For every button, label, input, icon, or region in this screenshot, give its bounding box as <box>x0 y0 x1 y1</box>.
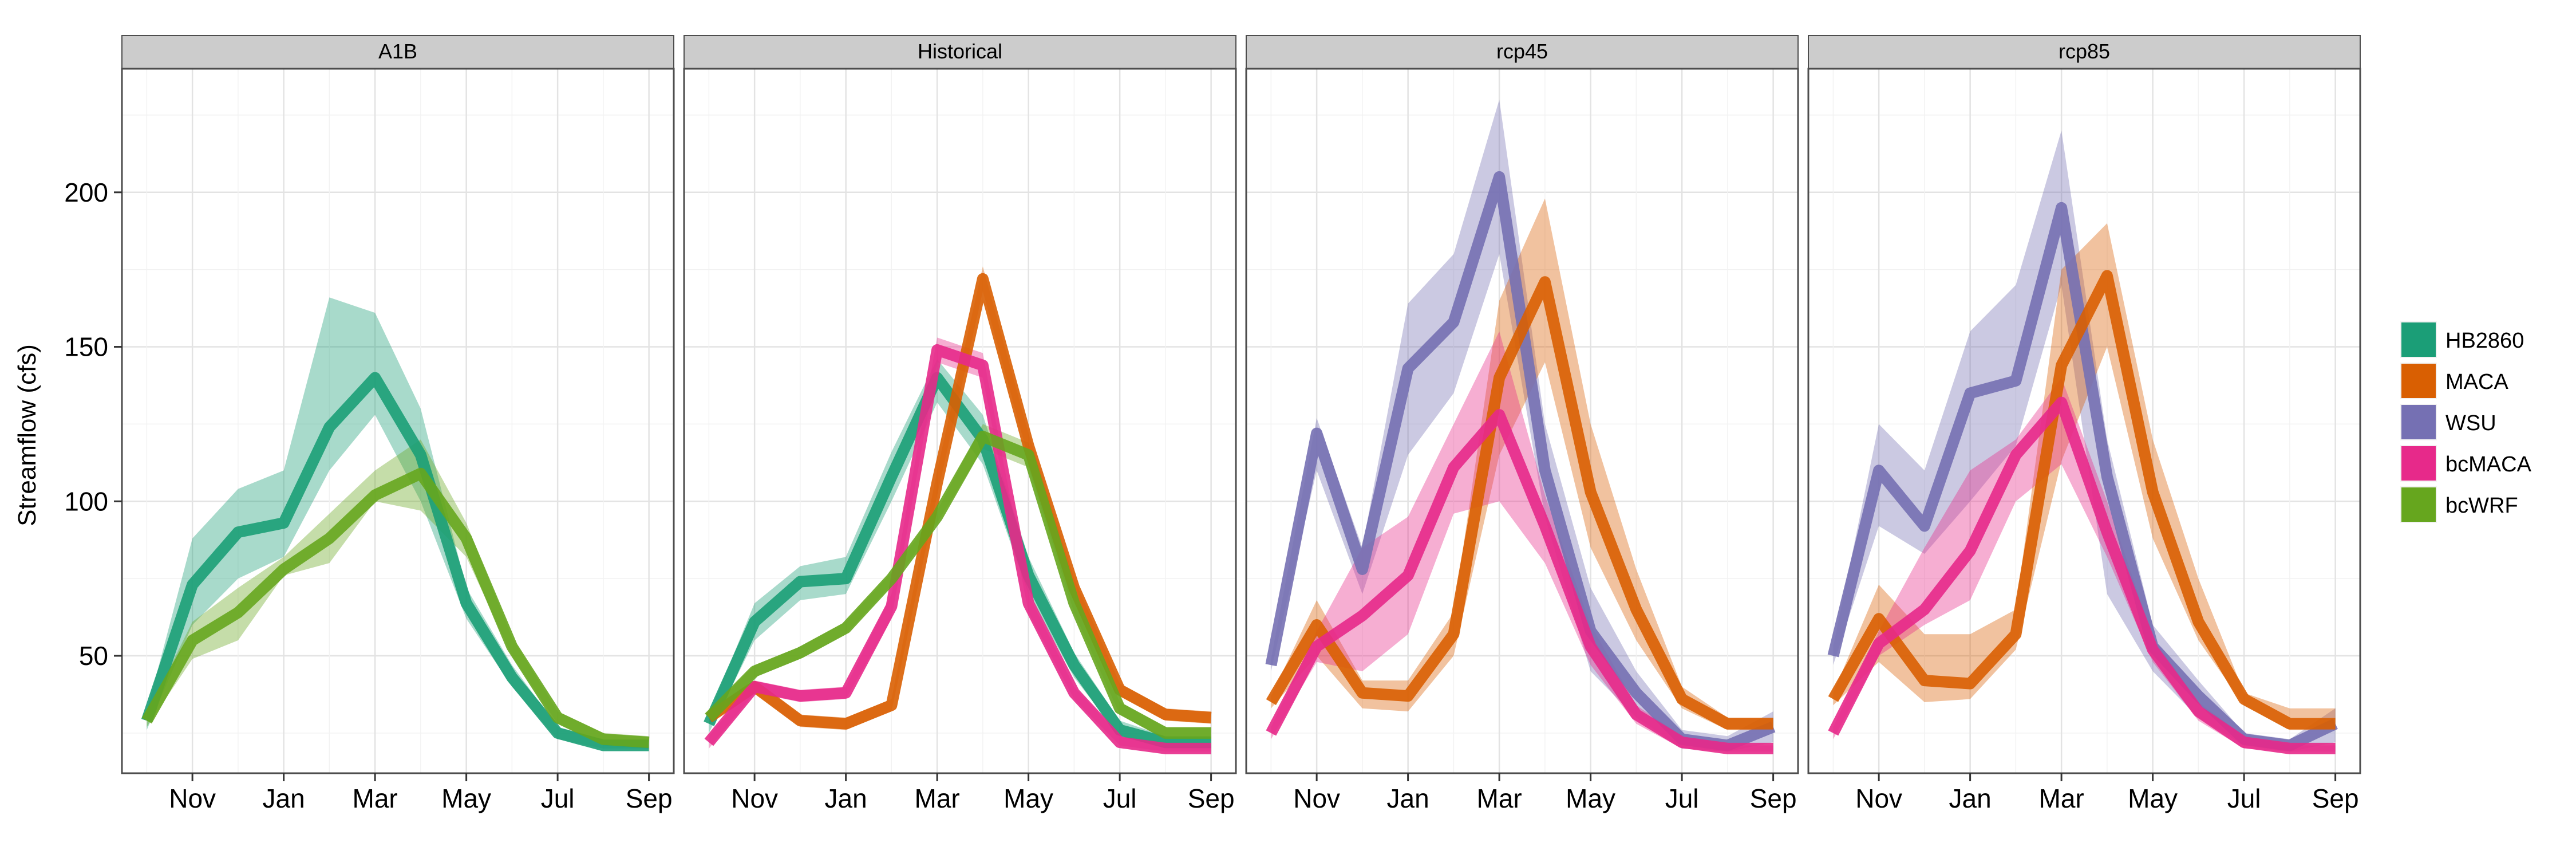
legend-swatch <box>2401 364 2436 398</box>
panel-border <box>1807 68 2361 774</box>
x-tick-label: Sep <box>1188 784 1235 813</box>
panel-historical: Historical Nov Jan Mar May Jul Sep <box>683 35 1237 813</box>
x-tick-label: Jan <box>1387 784 1429 813</box>
x-tick-label: Jul <box>1665 784 1699 813</box>
legend-item-maca: MACA <box>2399 361 2508 400</box>
legend-label: bcWRF <box>2445 494 2518 518</box>
panel-border <box>1245 68 1799 774</box>
x-tick-label: Jul <box>2227 784 2261 813</box>
legend-label: bcMACA <box>2445 452 2532 477</box>
x-tick-label: Sep <box>1750 784 1797 813</box>
legend-label: MACA <box>2445 370 2508 394</box>
legend-label: HB2860 <box>2445 329 2524 353</box>
x-tick-label: May <box>441 784 491 813</box>
x-tick-label: Nov <box>1293 784 1340 813</box>
panel-title: rcp85 <box>2059 40 2110 63</box>
x-tick-label: Mar <box>915 784 960 813</box>
ribbon-bcmaca <box>1271 331 1773 752</box>
y-axis: 50 100 150 200 <box>64 178 122 671</box>
panel-title: A1B <box>378 40 417 63</box>
legend-item-bcmaca: bcMACA <box>2399 444 2532 483</box>
x-tick-label: Jul <box>1103 784 1137 813</box>
y-tick-label: 150 <box>64 332 108 362</box>
x-tick-label: Mar <box>1477 784 1522 813</box>
x-tick-label: May <box>1566 784 1615 813</box>
gridlines <box>122 69 674 773</box>
panel-strip <box>1808 35 2361 69</box>
ribbon-hb2860 <box>147 297 649 749</box>
panel-strip <box>1246 35 1799 69</box>
series-line-bcmaca <box>1266 409 1773 754</box>
panel-a1b: A1B Nov Jan Mar May Jul Sep <box>121 35 675 813</box>
legend-swatch <box>2401 487 2436 522</box>
y-tick-label: 100 <box>64 486 108 516</box>
x-tick-label: May <box>2128 784 2178 813</box>
panel-title: Historical <box>918 40 1002 63</box>
legend: HB2860 MACA WSU bcMACA bcWRF <box>2399 320 2532 524</box>
legend-swatch <box>2401 405 2436 439</box>
y-tick-label: 200 <box>64 178 108 207</box>
series-line-hb2860 <box>704 372 1211 749</box>
x-tick-label: Jul <box>541 784 575 813</box>
panel-rcp45: rcp45 Nov Jan Mar May Jul Sep <box>1245 35 1799 813</box>
legend-swatch <box>2401 446 2436 481</box>
panel-border <box>683 68 1237 774</box>
series-line-bcmaca <box>704 344 1211 754</box>
x-tick-label: Nov <box>1855 784 1902 813</box>
legend-item-bcwrf: bcWRF <box>2399 485 2518 524</box>
series-line-maca <box>705 273 1212 730</box>
x-tick-label: Jan <box>263 784 305 813</box>
x-tick-label: Sep <box>2312 784 2359 813</box>
panels: A1B Nov Jan Mar May Jul Sep Historical Nov Jan Mar… <box>64 35 2361 813</box>
legend-item-hb2860: HB2860 <box>2399 320 2524 359</box>
panel-title: rcp45 <box>1496 40 1548 63</box>
panel-strip <box>683 35 1236 69</box>
panel-strip <box>121 35 674 69</box>
y-tick-label: 50 <box>79 641 108 671</box>
y-axis-label: Streamflow (cfs) <box>13 344 41 526</box>
series-line-maca <box>1266 276 1773 730</box>
series-line-bcmaca <box>1828 396 2336 754</box>
x-tick-label: Sep <box>626 784 673 813</box>
legend-item-wsu: WSU <box>2399 403 2496 442</box>
x-tick-label: Mar <box>2039 784 2084 813</box>
panel-border <box>121 68 675 774</box>
legend-swatch <box>2401 322 2436 357</box>
panel-rcp85: rcp85 Nov Jan Mar May Jul Sep <box>1807 35 2361 813</box>
x-tick-label: Jan <box>825 784 867 813</box>
series-line-hb2860 <box>141 372 649 751</box>
x-tick-label: Nov <box>169 784 216 813</box>
series-line-bcwrf <box>705 430 1211 739</box>
series-line-maca <box>1828 270 2336 730</box>
x-tick-label: Nov <box>731 784 778 813</box>
x-tick-label: May <box>1003 784 1053 813</box>
legend-label: WSU <box>2445 411 2496 435</box>
series-line-bcwrf <box>141 467 650 749</box>
x-tick-label: Jan <box>1949 784 1992 813</box>
x-tick-label: Mar <box>353 784 398 813</box>
